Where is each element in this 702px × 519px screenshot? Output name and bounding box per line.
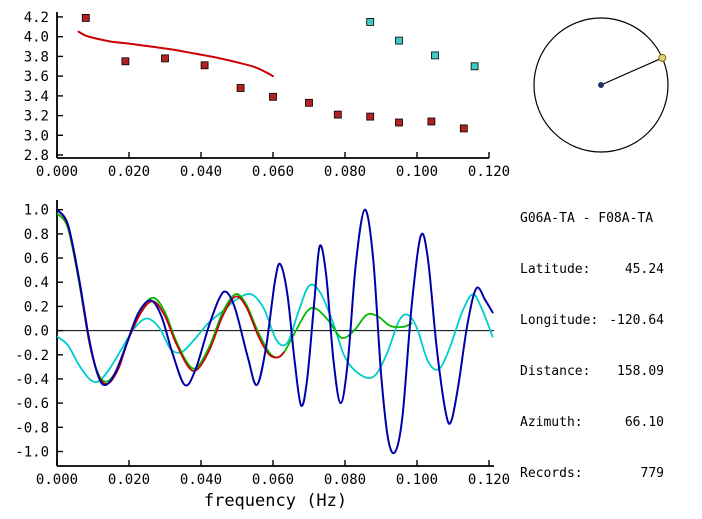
x-tick-label: 0.040 — [180, 472, 222, 488]
azimuth-diagram — [533, 17, 669, 153]
azimuth-circle — [533, 17, 669, 153]
y-tick-label: 4.0 — [24, 30, 49, 46]
y-tick-label: -0.4 — [15, 372, 49, 388]
y-tick-label: 0.8 — [24, 227, 49, 243]
phase-velocity-picks-red-marker — [366, 112, 375, 121]
phase-velocity-picks-cyan-marker — [470, 62, 479, 71]
info-row-longitude: Longitude: -120.64 — [520, 312, 664, 329]
azimuth-line — [600, 57, 663, 86]
x-tick-label: 0.020 — [108, 164, 150, 180]
phase-velocity-picks-red-marker — [200, 61, 209, 70]
x-tick-label: 0.060 — [252, 164, 294, 180]
info-row-latitude: Latitude: 45.24 — [520, 261, 664, 278]
info-row-azimuth: Azimuth: 66.10 — [520, 414, 664, 431]
phase-velocity-picks-cyan-marker — [431, 51, 439, 60]
y-tick-label: 3.2 — [24, 109, 49, 125]
phase-velocity-picks-red-marker — [427, 117, 436, 126]
y-tick-label: 3.0 — [24, 128, 49, 144]
phase-velocity-picks-red-marker — [81, 13, 90, 22]
info-value: -120.64 — [609, 313, 664, 328]
x-tick-label: 0.020 — [108, 472, 150, 488]
phase-velocity-picks-red-marker — [459, 124, 468, 133]
y-tick-label: 0.2 — [24, 299, 49, 315]
info-label: Records: — [520, 466, 583, 481]
info-row-records: Records: 779 — [520, 465, 664, 482]
info-value: 45.24 — [624, 262, 664, 277]
y-tick-label: 1.0 — [24, 203, 49, 219]
x-tick-label: 0.000 — [36, 164, 78, 180]
phase-velocity-picks-red-marker — [269, 92, 277, 101]
x-axis-label: frequency (Hz) — [204, 491, 347, 511]
station-azimuth-dot — [658, 53, 667, 62]
x-tick-label: 0.100 — [396, 472, 438, 488]
y-tick-label: 3.6 — [24, 69, 49, 85]
y-tick-label: 2.8 — [24, 148, 49, 164]
dispersion-chart[interactable]: 0.000 0.020 0.040 0.060 0.080 0.100 0.120 2.8 3.… — [0, 0, 510, 188]
phase-velocity-picks-red-marker — [236, 84, 245, 92]
info-label: Latitude: — [520, 262, 591, 277]
trace-cyan — [57, 283, 494, 383]
waveform-chart[interactable]: 0.000 0.020 0.040 0.060 0.080 0.100 0.120 1.0 0.… — [0, 190, 510, 519]
info-label: Longitude: — [520, 313, 599, 328]
y-tick-label: 3.8 — [24, 49, 49, 65]
x-tick-label: 0.100 — [396, 164, 438, 180]
phase-velocity-picks-cyan-marker — [366, 17, 375, 26]
x-tick-label: 0.120 — [468, 472, 510, 488]
x-tick-label: 0.040 — [180, 164, 222, 180]
info-label: Azimuth: — [520, 415, 583, 430]
y-tick-label: 0.4 — [24, 275, 49, 291]
y-tick-label: 4.2 — [24, 10, 49, 26]
y-tick-label: 0.0 — [24, 324, 49, 340]
phase-velocity-picks-red-marker — [121, 57, 130, 66]
reference-dispersion-curve — [77, 30, 274, 78]
station-center-dot — [598, 82, 604, 88]
x-tick-label: 0.080 — [324, 164, 366, 180]
y-tick-label: -0.2 — [15, 348, 49, 364]
phase-velocity-picks-red-marker — [333, 110, 342, 119]
x-tick-label: 0.000 — [36, 472, 78, 488]
phase-velocity-picks-red-marker — [305, 98, 313, 107]
station-info-panel: G06A-TA - F08A-TA Latitude: 45.24 Longit… — [520, 176, 664, 516]
x-tick-label: 0.120 — [468, 164, 510, 180]
station-pair-title: G06A-TA - F08A-TA — [520, 211, 654, 226]
y-tick-label: 3.4 — [24, 89, 49, 105]
y-tick-label: 0.6 — [24, 251, 49, 267]
phase-velocity-picks-red-marker — [161, 54, 169, 63]
y-tick-label: -0.6 — [15, 396, 49, 412]
trace-red — [57, 208, 285, 385]
trace-green — [57, 212, 413, 383]
x-tick-label: 0.080 — [324, 472, 366, 488]
info-value: 66.10 — [624, 415, 664, 430]
x-tick-label: 0.060 — [252, 472, 294, 488]
info-row-distance: Distance: 158.09 — [520, 363, 664, 380]
info-value: 158.09 — [617, 364, 664, 379]
info-value: 779 — [640, 466, 664, 481]
trace-navy — [57, 208, 494, 455]
phase-velocity-picks-cyan-marker — [395, 36, 403, 45]
y-tick-label: -1.0 — [15, 445, 49, 461]
y-tick-label: -0.8 — [15, 420, 49, 436]
phase-velocity-picks-red-marker — [395, 118, 403, 127]
info-label: Distance: — [520, 364, 591, 379]
